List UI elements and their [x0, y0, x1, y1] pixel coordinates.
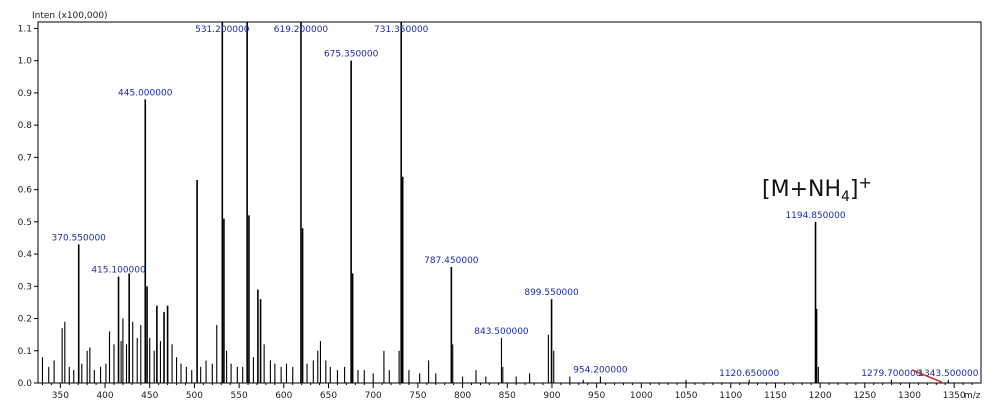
y-tick-label: 0.5 [18, 218, 32, 228]
y-tick-label: 0.4 [18, 250, 33, 260]
x-tick-label: 1250 [853, 391, 876, 401]
peak-labels: 370.550000 415.100000 445.000000 531.200000… [52, 25, 979, 379]
y-axis-ticks: 0.0 0.1 0.2 0.3 0.4 0.5 0.6 0.7 0.8 0.9 1.0 1.1 [18, 24, 38, 389]
x-tick-label: 800 [454, 391, 471, 401]
y-tick-label: 1.1 [18, 24, 32, 34]
peak-label: 445.000000 [118, 88, 173, 98]
peak-label: 899.550000 [524, 288, 579, 298]
x-tick-label: 400 [96, 391, 113, 401]
y-tick-label: 0.1 [18, 347, 32, 357]
x-tick-label: 600 [275, 391, 292, 401]
red-marker-line [911, 369, 942, 383]
x-tick-label: 1200 [809, 391, 832, 401]
peak-label: 619.200000 [274, 25, 329, 35]
y-tick-label: 0.3 [18, 282, 32, 292]
peak-label: 1279.700000 [861, 369, 921, 379]
x-tick-label: 1300 [898, 391, 921, 401]
y-axis-title: Inten (x100,000) [32, 11, 108, 21]
adduct-annotation: [M+NH4]+ [762, 173, 872, 205]
peak-label: 787.450000 [424, 256, 479, 266]
peak-label: 954.200000 [573, 366, 628, 376]
y-tick-label: 0.6 [18, 186, 33, 196]
x-axis-unit: m/z [964, 391, 981, 401]
y-tick-label: 0.8 [18, 121, 33, 131]
x-tick-label: 550 [231, 391, 248, 401]
x-tick-label: 950 [588, 391, 605, 401]
peak-label: 731.350000 [374, 25, 429, 35]
x-tick-label: 1350 [943, 391, 966, 401]
x-tick-label: 500 [186, 391, 203, 401]
x-tick-label: 900 [543, 391, 560, 401]
x-tick-label: 1050 [675, 391, 698, 401]
x-tick-label: 700 [365, 391, 382, 401]
x-tick-label: 850 [499, 391, 516, 401]
x-tick-label: 450 [141, 391, 158, 401]
y-tick-label: 0.0 [18, 379, 33, 389]
x-tick-label: 1150 [764, 391, 787, 401]
x-tick-label: 1000 [630, 391, 653, 401]
x-tick-label: 1100 [719, 391, 742, 401]
peak-label: 370.550000 [52, 233, 107, 243]
x-axis-ticks: 350 400 450 500 550 600 650 700 750 800 850 900 950 1… [41, 383, 973, 401]
adduct-text: [M+NH [762, 177, 841, 202]
peak-label: 1120.650000 [719, 369, 779, 379]
peak-label: 531.200000 [195, 25, 250, 35]
adduct-bracket: ] [850, 177, 859, 202]
adduct-subscript: 4 [841, 189, 850, 205]
y-tick-label: 0.2 [18, 315, 32, 325]
y-tick-label: 1.0 [18, 57, 33, 67]
peak-label: 675.350000 [324, 50, 379, 60]
peak-series [41, 22, 949, 383]
plot-frame [37, 21, 982, 384]
x-tick-label: 650 [320, 391, 337, 401]
x-tick-label: 350 [52, 391, 69, 401]
peak-label: 415.100000 [91, 266, 146, 276]
adduct-superscript: + [859, 173, 872, 192]
peak-label: 843.500000 [474, 327, 529, 337]
y-tick-label: 0.7 [18, 153, 32, 163]
y-tick-label: 0.9 [18, 89, 33, 99]
peak-label: 1343.500000 [918, 369, 978, 379]
x-tick-label: 750 [409, 391, 426, 401]
peak-label: 1194.850000 [785, 211, 845, 221]
